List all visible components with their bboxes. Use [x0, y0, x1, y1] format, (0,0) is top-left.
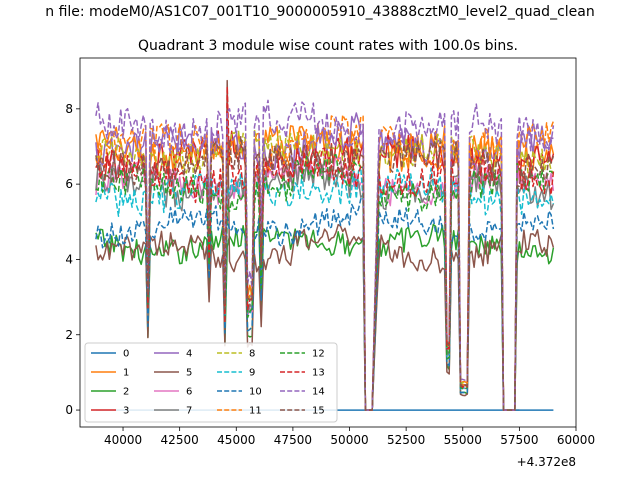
- legend-label-7: 7: [186, 406, 192, 417]
- x-tick-label: 42500: [161, 433, 199, 447]
- series-line-13: [95, 85, 555, 411]
- y-tick-label: 0: [65, 403, 73, 417]
- legend-label-6: 6: [186, 387, 192, 398]
- y-tick-label: 6: [65, 177, 73, 191]
- y-tick-label: 4: [65, 252, 73, 266]
- x-tick-label: 55000: [444, 433, 482, 447]
- plot-frame: [79, 57, 577, 428]
- x-tick-label: 52500: [387, 433, 425, 447]
- legend-label-3: 3: [123, 406, 129, 417]
- x-axis: 40000 42500 45000 47500 50000 52500 55000 57500…: [104, 427, 595, 447]
- y-tick-label: 8: [65, 102, 73, 116]
- series-line-11: [95, 114, 555, 411]
- x-tick-label: 57500: [500, 433, 538, 447]
- legend-label-15: 15: [312, 406, 325, 417]
- legend-label-11: 11: [249, 406, 262, 417]
- series-line-15: [95, 135, 555, 411]
- legend-label-2: 2: [123, 387, 129, 398]
- series-line-14: [95, 99, 555, 411]
- y-axis: 0 2 4 6 8: [65, 102, 80, 417]
- series-line-10: [95, 196, 555, 411]
- legend-label-4: 4: [186, 349, 192, 360]
- series-line-9: [95, 167, 555, 411]
- legend-label-8: 8: [249, 349, 255, 360]
- legend-box: [84, 342, 338, 423]
- series-line-12: [95, 153, 554, 411]
- legend-label-1: 1: [123, 368, 129, 379]
- legend-label-10: 10: [249, 387, 262, 398]
- legend-label-9: 9: [249, 368, 255, 379]
- x-tick-label: 47500: [274, 433, 312, 447]
- x-offset-label: +4.372e8: [517, 455, 576, 469]
- legend-label-14: 14: [312, 387, 325, 398]
- series-line-7: [95, 158, 555, 411]
- x-tick-label: 45000: [217, 433, 255, 447]
- chart-title: Quadrant 3 module wise count rates with …: [138, 38, 518, 54]
- x-tick-label: 40000: [104, 433, 142, 447]
- series-line-5: [95, 79, 555, 411]
- legend-label-0: 0: [123, 349, 129, 360]
- figure-suptitle: n file: modeM0/AS1C07_001T10_9000005910_…: [45, 4, 594, 20]
- legend-label-12: 12: [312, 349, 325, 360]
- legend-label-13: 13: [312, 368, 325, 379]
- y-tick-label: 2: [65, 328, 73, 342]
- x-tick-label: 60000: [557, 433, 595, 447]
- legend-label-5: 5: [186, 368, 192, 379]
- x-tick-label: 50000: [330, 433, 368, 447]
